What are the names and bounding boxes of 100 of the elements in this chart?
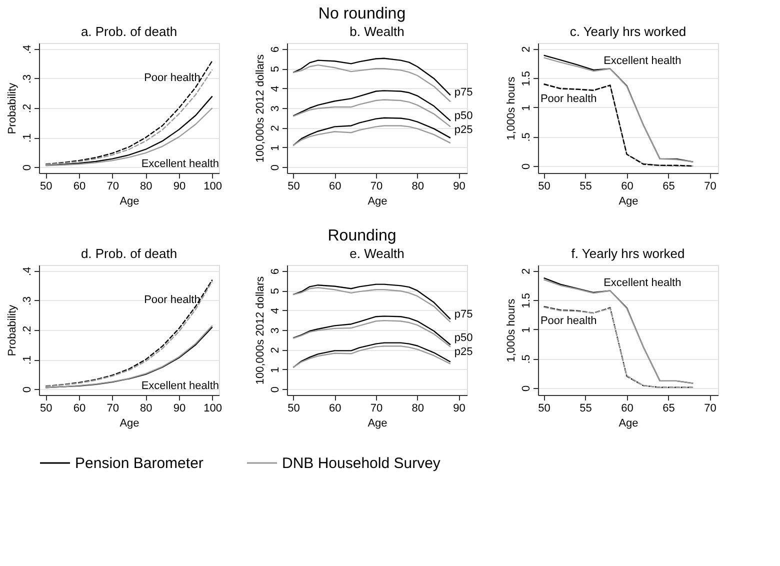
y-tick-label: 0 [270,164,282,171]
y-axis-title: 100,000s 2012 dollars [254,276,266,385]
chart-title: c. Yearly hrs worked [570,24,686,39]
x-tick-label: 80 [412,180,424,192]
x-tick-label: 70 [370,402,383,414]
y-tick-label: 6 [270,46,282,52]
x-tick-label: 50 [288,180,300,192]
y-tick-label: 5 [270,66,282,72]
x-tick-label: 100 [204,402,222,414]
line-series [292,90,452,122]
x-axis-title: Age [618,196,638,208]
x-tick-label: 70 [704,180,716,192]
y-tick-label: 2 [270,347,282,354]
x-tick-label: 90 [173,180,186,192]
x-tick-label: 65 [662,402,675,414]
y-tick-label: 6 [270,268,282,274]
x-tick-label: 60 [73,402,86,414]
x-tick-label: 50 [288,402,300,414]
x-axis-title: Age [120,418,140,430]
y-axis-title: 1,000s hours [506,298,518,362]
x-tick-label: 50 [538,180,550,192]
y-tick-label: 4 [270,86,282,92]
x-axis-title: Age [120,196,140,208]
y-tick-label: 0 [520,385,532,392]
x-axis-title: Age [618,418,638,430]
y-tick-label: .2 [22,104,34,114]
y-tick-label: 2 [270,125,282,132]
y-tick-label: .3 [22,74,34,84]
y-tick-label: .4 [22,266,34,276]
y-tick-label: .1 [22,355,34,365]
x-tick-label: 90 [173,402,186,414]
chart-title: b. Wealth [350,24,404,39]
annotation: Excellent health [141,380,219,392]
x-tick-label: 60 [621,180,634,192]
y-axis-title: 100,000s 2012 dollars [254,54,266,163]
x-tick-label: 90 [453,180,466,192]
line-series [292,117,452,146]
text: Rounding [328,228,396,244]
annotation: p25 [454,124,473,136]
y-tick-label: .3 [22,296,34,306]
x-tick-label: 55 [580,180,592,192]
x-tick-label: 55 [580,402,592,414]
y-tick-label: 0 [22,164,34,171]
line-series [292,125,452,146]
line-series [292,99,452,128]
x-tick-label: 60 [621,402,634,414]
y-tick-label: 1.5 [520,70,532,86]
x-tick-label: 90 [453,402,466,414]
line-series [292,64,452,102]
y-tick-label: .1 [22,133,34,143]
line-series [292,58,452,96]
x-tick-label: 70 [370,180,383,192]
y-tick-label: 5 [270,288,282,294]
annotation: Excellent health [604,55,682,68]
y-axis-title: 1,000s hours [506,76,518,140]
legend-label: Pension Barometer [75,455,204,472]
chart-title: a. Prob. of death [80,24,178,39]
annotation: p50 [454,110,473,122]
x-tick-label: 80 [140,180,152,192]
annotation: Poor health [144,294,200,306]
x-tick-label: 70 [106,402,119,414]
y-tick-label: 2 [520,268,532,274]
y-tick-label: 2 [520,46,532,52]
annotation: Excellent health [141,158,219,170]
x-tick-label: 80 [140,402,152,414]
x-tick-label: 65 [662,180,675,192]
y-tick-label: 3 [270,327,282,334]
y-tick-label: .5 [520,354,532,364]
y-tick-label: 0 [520,163,532,170]
y-tick-label: 1.5 [520,292,532,308]
y-tick-label: 1 [520,104,532,111]
x-tick-label: 100 [204,180,222,192]
x-tick-label: 80 [412,402,424,414]
annotation: Poor health [144,72,200,84]
y-tick-label: 1 [270,366,282,373]
y-tick-label: 1 [520,326,532,333]
annotation: p50 [454,332,473,344]
chart-title: e. Wealth [350,246,404,261]
chart-title: d. Prob. of death [80,246,178,261]
annotation: p25 [454,346,473,358]
y-tick-label: 0 [22,386,34,393]
x-tick-label: 70 [704,402,716,414]
y-tick-label: 4 [270,308,282,314]
y-axis-title: Probability [6,304,18,356]
chart-title: f. Yearly hrs worked [571,246,685,261]
x-tick-label: 70 [106,180,119,192]
annotation: Excellent health [604,277,682,290]
x-axis-title: Age [368,418,388,430]
y-tick-label: 3 [270,105,282,112]
x-tick-label: 60 [73,180,86,192]
y-axis-title: Probability [6,82,18,134]
annotation: Poor health [540,92,597,105]
text: No rounding [318,6,406,22]
annotation: p75 [454,308,473,320]
y-tick-label: 0 [270,386,282,393]
x-tick-label: 50 [538,402,550,414]
legend-label: DNB Household Survey [282,455,441,472]
annotation: Poor health [540,314,597,327]
x-tick-label: 60 [328,180,342,192]
y-tick-label: .5 [520,132,532,142]
